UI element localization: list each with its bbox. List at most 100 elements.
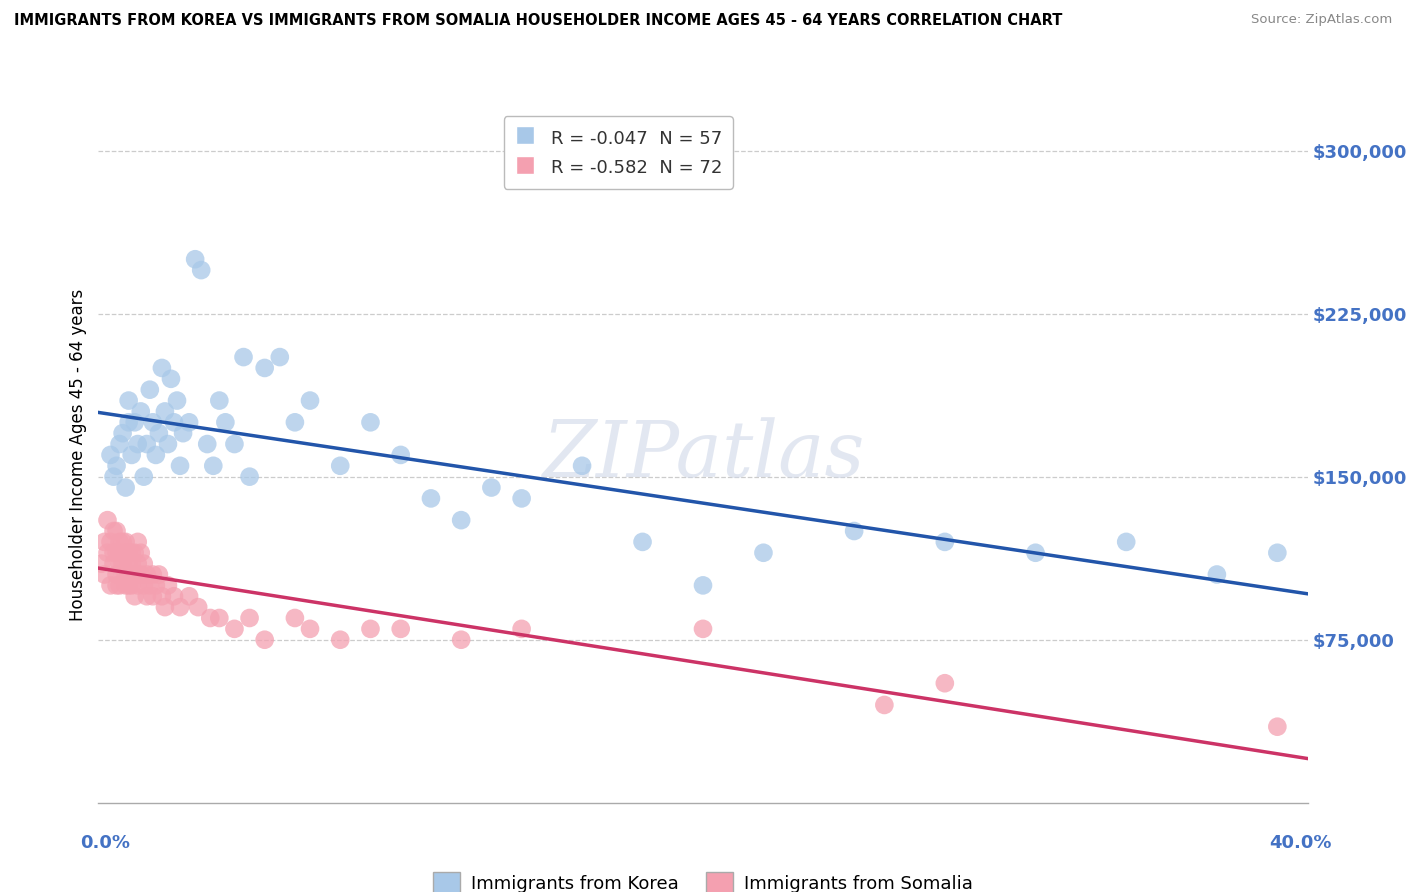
Text: Source: ZipAtlas.com: Source: ZipAtlas.com [1251,13,1392,27]
Point [118,567,141,582]
Point [96,546,118,560]
Point [142,415,165,429]
Legend: Immigrants from Korea, Immigrants from Somalia: Immigrants from Korea, Immigrants from S… [426,865,980,892]
Point [156,578,179,592]
Point [132,469,155,483]
Point [114,567,136,582]
Point [232,350,254,364]
Point [160,372,183,386]
Point [153,600,176,615]
Point [129,567,152,582]
Point [360,622,382,636]
Point [166,393,188,408]
Point [129,546,152,560]
Point [873,698,896,712]
Point [195,437,218,451]
Point [169,600,191,615]
Point [184,252,207,267]
Y-axis label: Householder Income Ages 45 - 64 years: Householder Income Ages 45 - 64 years [69,289,87,621]
Point [127,437,149,451]
Point [142,567,165,582]
Point [329,458,352,473]
Point [360,415,382,429]
Point [389,448,412,462]
Point [124,415,146,429]
Point [105,546,128,560]
Point [108,546,131,560]
Point [284,415,307,429]
Point [100,535,122,549]
Point [1024,546,1046,560]
Point [121,557,143,571]
Point [450,632,472,647]
Point [224,622,246,636]
Point [114,535,136,549]
Point [269,350,291,364]
Point [145,578,167,592]
Point [202,458,225,473]
Point [934,535,956,549]
Point [111,567,134,582]
Point [200,611,222,625]
Point [179,415,201,429]
Point [150,589,173,603]
Point [571,458,593,473]
Point [108,578,131,592]
Point [105,567,128,582]
Point [103,524,125,538]
Point [135,437,157,451]
Point [127,557,149,571]
Point [105,578,128,592]
Point [224,437,246,451]
Point [299,622,322,636]
Point [105,524,128,538]
Point [299,393,322,408]
Point [187,600,209,615]
Point [124,546,146,560]
Point [111,557,134,571]
Text: 40.0%: 40.0% [1270,834,1331,852]
Point [208,393,231,408]
Point [1267,720,1289,734]
Point [100,578,122,592]
Point [145,448,167,462]
Point [93,535,115,549]
Point [103,557,125,571]
Point [100,448,122,462]
Point [114,546,136,560]
Point [142,589,165,603]
Point [127,578,149,592]
Point [631,535,654,549]
Point [148,567,170,582]
Point [692,622,714,636]
Point [148,426,170,441]
Point [510,491,533,506]
Point [214,415,236,429]
Text: 0.0%: 0.0% [80,834,131,852]
Point [135,589,157,603]
Point [156,437,179,451]
Point [752,546,775,560]
Point [103,546,125,560]
Point [1206,567,1229,582]
Point [118,557,141,571]
Point [1267,546,1289,560]
Text: IMMIGRANTS FROM KOREA VS IMMIGRANTS FROM SOMALIA HOUSEHOLDER INCOME AGES 45 - 64: IMMIGRANTS FROM KOREA VS IMMIGRANTS FROM… [14,13,1063,29]
Point [163,589,186,603]
Point [420,491,443,506]
Point [150,361,173,376]
Point [108,437,131,451]
Point [135,567,157,582]
Point [1115,535,1137,549]
Point [108,557,131,571]
Point [153,404,176,418]
Point [329,632,352,647]
Text: ZIPatlas: ZIPatlas [541,417,865,493]
Point [253,361,276,376]
Point [121,448,143,462]
Point [96,513,118,527]
Point [111,535,134,549]
Point [239,469,262,483]
Point [105,458,128,473]
Point [844,524,866,538]
